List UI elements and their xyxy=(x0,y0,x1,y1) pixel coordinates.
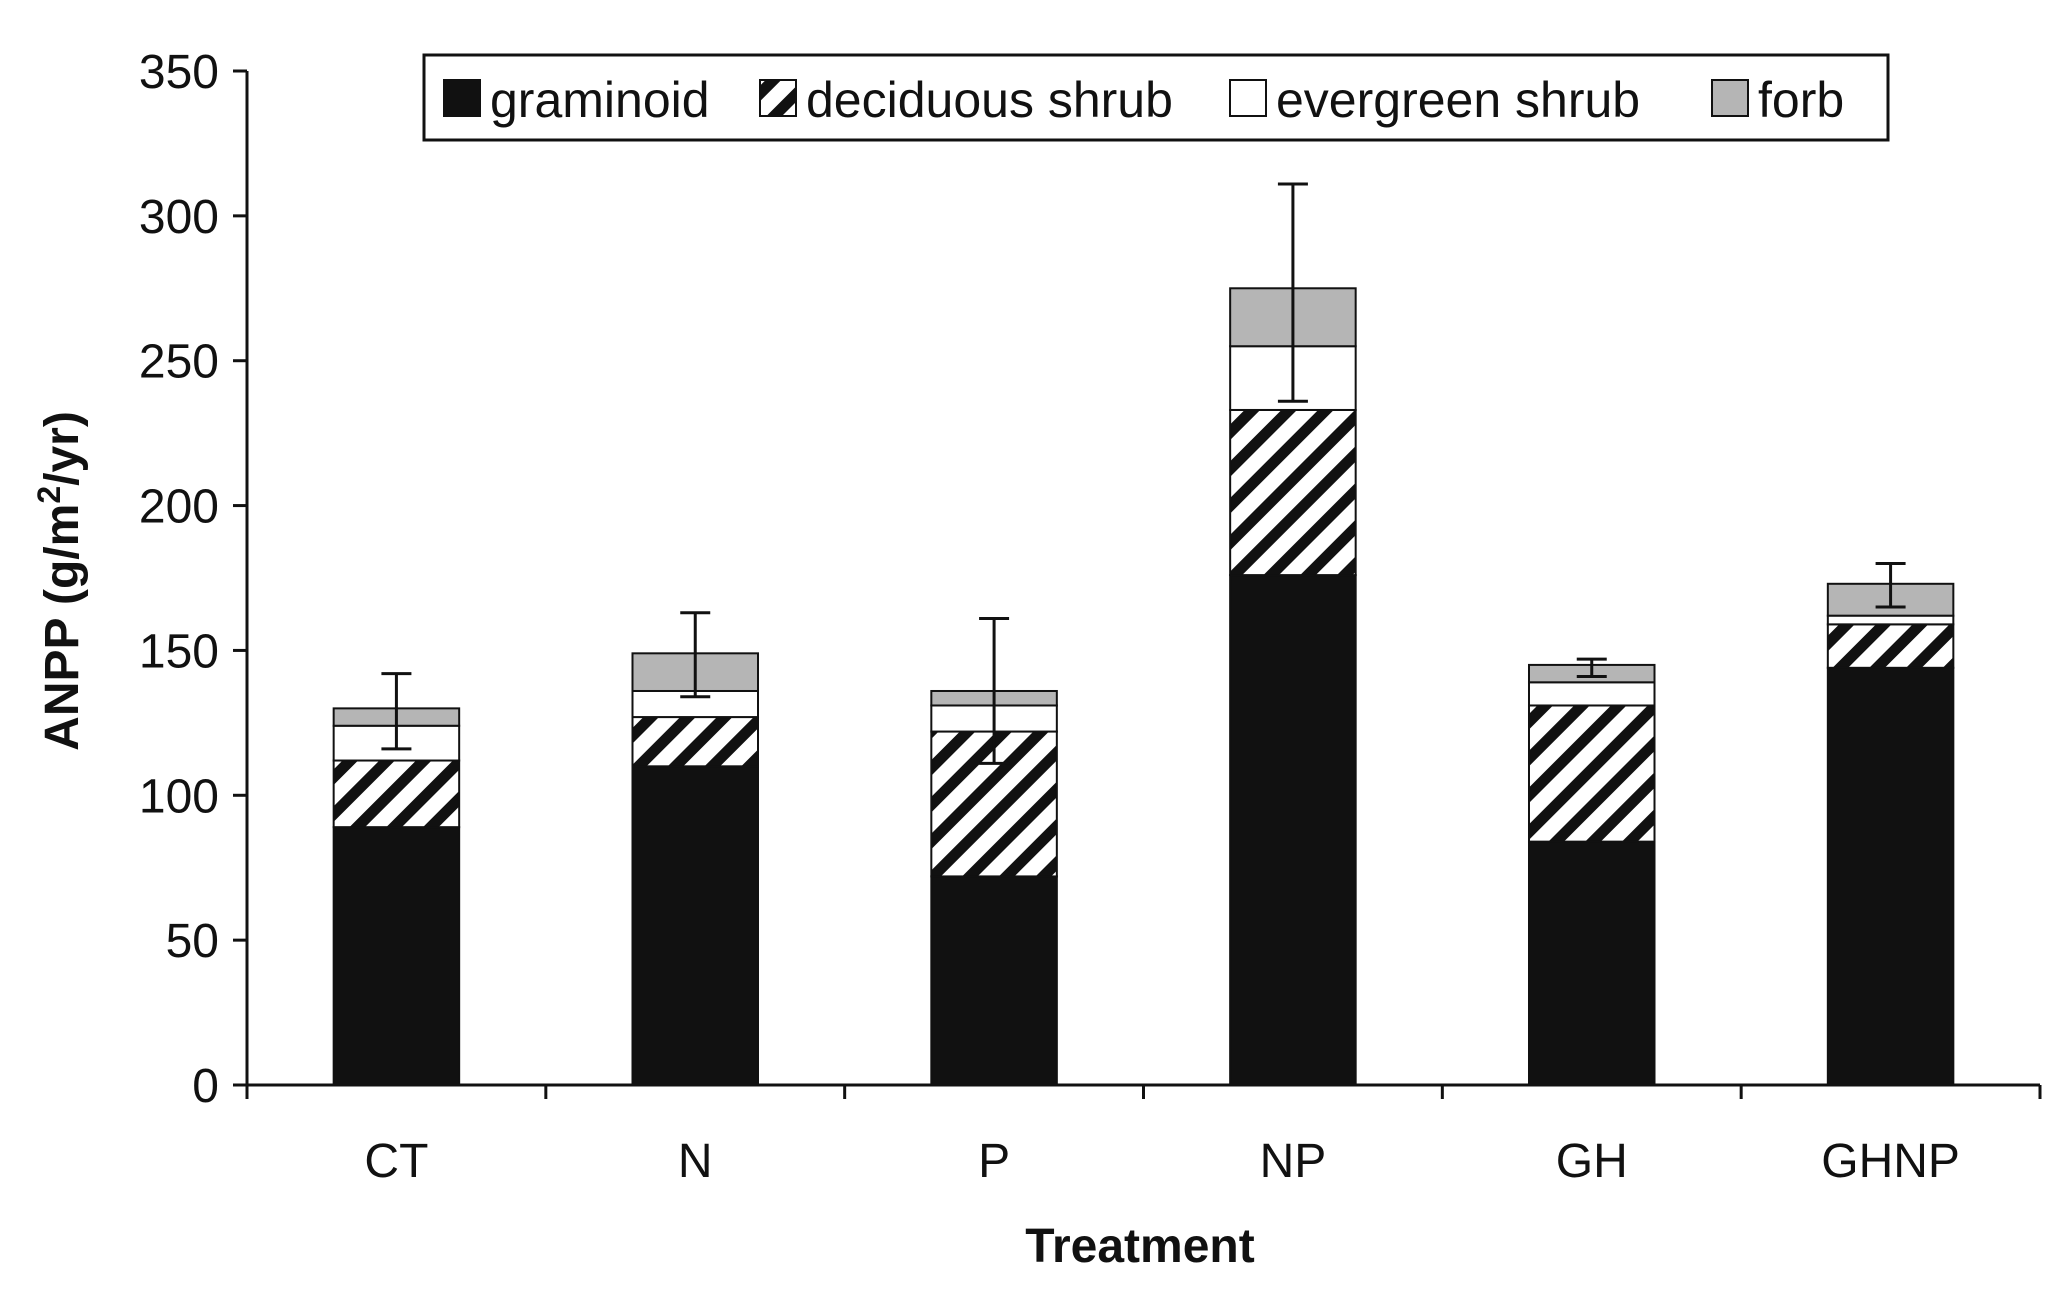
x-tick-label-np: NP xyxy=(1260,1135,1327,1188)
legend-box xyxy=(422,53,1890,142)
bar-n-deciduous-shrub xyxy=(631,716,760,768)
y-axis-ticks: 0 50 100 150 200 250 300 350 xyxy=(139,46,247,1113)
y-tick-label-100: 100 xyxy=(139,770,219,823)
y-axis-title-superscript: 2 xyxy=(31,486,67,504)
bar-np-deciduous-shrub xyxy=(1229,408,1357,577)
y-axis-title-tail: /yr) xyxy=(36,411,89,486)
error-bars-layer xyxy=(381,182,1906,765)
bar-p-graminoid xyxy=(930,875,1058,1086)
legend: graminoid deciduous shrub evergreen shru… xyxy=(422,53,1890,142)
error-bar-ghnp xyxy=(1875,562,1906,609)
legend-swatch-graminoid xyxy=(443,79,481,117)
error-bar-ct xyxy=(381,672,412,751)
legend-swatch-evergreen-shrub xyxy=(1229,79,1267,117)
bar-np-graminoid xyxy=(1229,574,1357,1086)
y-tick-label-300: 300 xyxy=(139,191,219,244)
y-tick-label-150: 150 xyxy=(139,625,219,678)
x-axis-title: Treatment xyxy=(1025,1220,1254,1273)
y-axis-title: ANPP (g/m2/yr) xyxy=(31,411,89,751)
y-tick-label-200: 200 xyxy=(139,481,219,534)
error-bar-gh xyxy=(1576,657,1607,679)
legend-label-evergreen-shrub: evergreen shrub xyxy=(1276,72,1640,128)
y-tick-label-0: 0 xyxy=(192,1060,219,1113)
legend-swatch-forb xyxy=(1711,79,1749,117)
legend-label-forb: forb xyxy=(1758,72,1844,128)
x-tick-label-p: P xyxy=(978,1135,1010,1188)
y-tick-label-250: 250 xyxy=(139,336,219,389)
y-axis-title-main: ANPP (g/m xyxy=(36,504,89,751)
bar-ct-graminoid xyxy=(332,826,461,1086)
bar-ct-deciduous-shrub xyxy=(332,759,461,829)
bar-n-graminoid xyxy=(631,765,760,1086)
bar-gh-graminoid xyxy=(1527,840,1656,1087)
bars-layer xyxy=(332,287,1955,1087)
bar-ghnp-evergreen-shrub xyxy=(1826,614,1955,626)
bar-p-deciduous-shrub xyxy=(930,730,1058,878)
bar-ghnp-deciduous-shrub xyxy=(1826,623,1955,669)
bar-gh-deciduous-shrub xyxy=(1527,704,1656,843)
error-bar-np xyxy=(1277,182,1308,403)
legend-swatch-deciduous-shrub xyxy=(759,79,797,117)
x-tick-label-ct: CT xyxy=(364,1135,428,1188)
error-bar-p xyxy=(979,617,1010,765)
x-axis-ticks: CT N P NP GH GHNP xyxy=(245,1085,2042,1188)
legend-label-deciduous-shrub: deciduous shrub xyxy=(806,72,1173,128)
bar-ghnp-graminoid xyxy=(1826,666,1955,1086)
error-bar-n xyxy=(680,611,711,699)
x-tick-label-ghnp: GHNP xyxy=(1821,1135,1960,1188)
y-tick-label-350: 350 xyxy=(139,46,219,99)
y-tick-label-50: 50 xyxy=(166,915,219,968)
legend-label-graminoid: graminoid xyxy=(490,72,710,128)
x-tick-label-n: N xyxy=(678,1135,713,1188)
x-tick-label-gh: GH xyxy=(1556,1135,1628,1188)
bar-gh-evergreen-shrub xyxy=(1527,681,1656,707)
